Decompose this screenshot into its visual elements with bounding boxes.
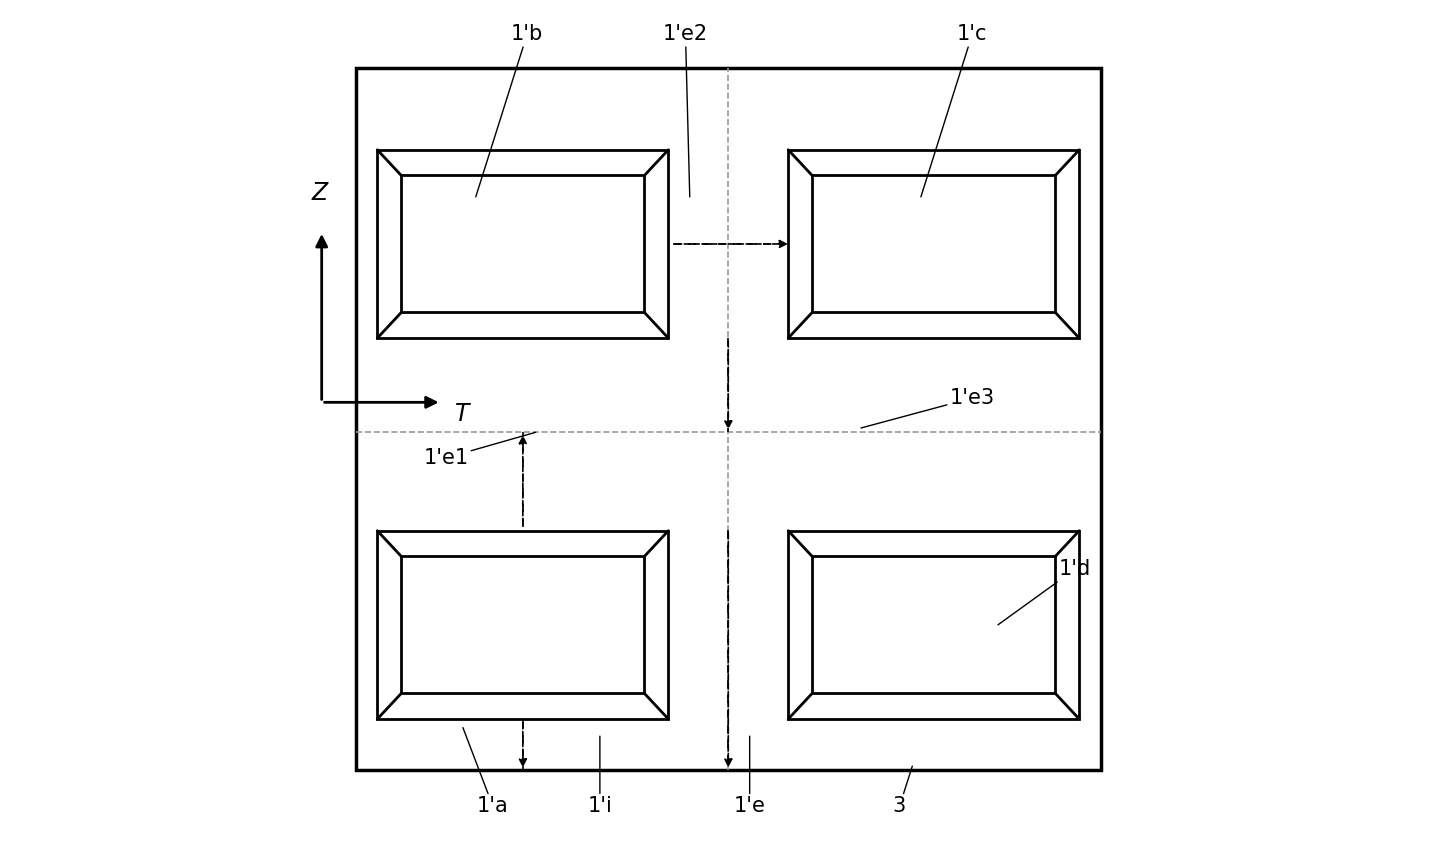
Text: 1'a: 1'a (463, 728, 508, 817)
Bar (356, 68, 1100, 770)
Text: 3: 3 (893, 766, 912, 817)
Text: 1'e1: 1'e1 (423, 432, 536, 468)
Bar (378, 150, 669, 338)
Text: 1'i: 1'i (588, 736, 613, 817)
Text: T: T (455, 402, 469, 426)
Bar (812, 175, 1056, 312)
Bar (788, 531, 1079, 719)
Text: 1'e2: 1'e2 (663, 24, 708, 197)
Text: 1'c: 1'c (921, 24, 988, 197)
Bar (378, 531, 669, 719)
Text: Z: Z (311, 181, 329, 205)
Bar (788, 531, 1079, 719)
Bar (812, 556, 1056, 693)
Bar (378, 150, 669, 338)
Bar (401, 175, 644, 312)
Bar (788, 150, 1079, 338)
Text: 1'e: 1'e (734, 736, 766, 817)
Text: 1'd: 1'd (998, 559, 1092, 625)
Bar (378, 531, 669, 719)
Bar (401, 556, 644, 693)
Text: 1'e3: 1'e3 (862, 388, 995, 428)
Text: 1'b: 1'b (476, 24, 543, 197)
Bar (788, 150, 1079, 338)
